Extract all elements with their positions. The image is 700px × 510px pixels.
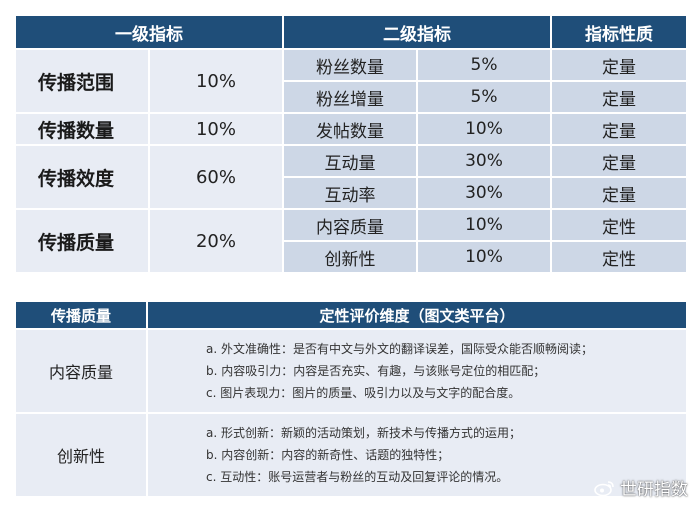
secondary-indicator-name: 互动量 <box>282 144 418 178</box>
secondary-indicator-weight: 30% <box>416 176 552 210</box>
watermark: 世研指数 <box>594 475 688 500</box>
primary-indicator-weight: 10% <box>148 112 284 146</box>
primary-indicator-weight: 60% <box>148 144 284 210</box>
table-row: 创新性 10% 定性 <box>15 240 688 274</box>
secondary-indicator-name: 粉丝数量 <box>282 48 418 82</box>
table-row: 传播质量 20% 内容质量 10% 定性 <box>14 208 688 274</box>
quality-dimension-name: 创新性 <box>14 412 148 498</box>
table-row: 内容质量 a. 外文准确性：是否有中文与外文的翻译误差，国际受众能否顺畅阅读； … <box>14 328 688 414</box>
qualitative-table: 传播质量 定性评价维度（图文类平台） 内容质量 a. 外文准确性：是否有中文与外… <box>14 300 688 498</box>
secondary-indicator-weight: 10% <box>416 112 552 146</box>
secondary-indicator-weight: 5% <box>416 80 552 114</box>
table-row: 传播效度 60% 互动量 30% 定量 <box>14 144 688 210</box>
indicator-nature: 定量 <box>550 48 688 82</box>
criteria-item: b. 内容创新：内容的新奇性、话题的独特性； <box>206 448 450 462</box>
indicator-nature: 定量 <box>550 144 688 178</box>
criteria-item: a. 外文准确性：是否有中文与外文的翻译误差，国际受众能否顺畅阅读； <box>206 342 593 356</box>
indicator-nature: 定量 <box>550 176 688 210</box>
table-row: 传播数量 10% 发帖数量 10% 定量 <box>14 112 688 146</box>
primary-indicator-name: 传播范围 <box>14 48 150 114</box>
criteria-item: b. 内容吸引力：内容是否充实、有趣，与该账号定位的相匹配； <box>206 364 546 378</box>
indicator-nature: 定性 <box>550 240 688 274</box>
header-secondary-indicator: 二级指标 <box>282 14 552 50</box>
indicator-nature: 定性 <box>550 208 688 242</box>
secondary-indicator-name: 互动率 <box>282 176 418 210</box>
table-row: 传播范围 10% 粉丝数量 5% 定量 <box>14 48 688 114</box>
primary-indicator-name: 传播数量 <box>14 112 150 146</box>
criteria-item: c. 互动性：账号运营者与粉丝的互动及回复评论的情况。 <box>206 470 509 484</box>
dimension-criteria: a. 形式创新：新颖的活动策划，新技术与传播方式的运用； b. 内容创新：内容的… <box>146 412 688 498</box>
criteria-item: c. 图片表现力：图片的质量、吸引力以及与文字的配合度。 <box>206 386 521 400</box>
secondary-indicator-name: 发帖数量 <box>282 112 418 146</box>
table-row: 创新性 a. 形式创新：新颖的活动策划，新技术与传播方式的运用； b. 内容创新… <box>14 412 688 498</box>
primary-indicator-weight: 20% <box>148 208 284 274</box>
primary-indicator-name: 传播效度 <box>14 144 150 210</box>
criteria-item: a. 形式创新：新颖的活动策划，新技术与传播方式的运用； <box>206 426 521 440</box>
indicator-table: 一级指标 二级指标 指标性质 传播范围 10% 粉丝数量 5% 定量 粉丝增量 … <box>14 14 688 274</box>
header-communication-quality: 传播质量 <box>14 300 148 330</box>
primary-indicator-weight: 10% <box>148 48 284 114</box>
secondary-indicator-name: 内容质量 <box>282 208 418 242</box>
secondary-indicator-weight: 30% <box>416 144 552 178</box>
quality-dimension-name: 内容质量 <box>14 328 148 414</box>
table-row: 互动率 30% 定量 <box>15 176 688 210</box>
secondary-indicator-weight: 10% <box>416 240 552 274</box>
secondary-indicator-name: 创新性 <box>282 240 418 274</box>
weibo-icon <box>594 480 614 496</box>
watermark-text: 世研指数 <box>620 480 688 500</box>
dimension-criteria: a. 外文准确性：是否有中文与外文的翻译误差，国际受众能否顺畅阅读； b. 内容… <box>146 328 688 414</box>
header-indicator-nature: 指标性质 <box>550 14 688 50</box>
indicator-table-header: 一级指标 二级指标 指标性质 <box>14 14 688 50</box>
indicator-nature: 定量 <box>550 112 688 146</box>
indicator-nature: 定量 <box>550 80 688 114</box>
secondary-indicator-name: 粉丝增量 <box>282 80 418 114</box>
secondary-indicator-weight: 10% <box>416 208 552 242</box>
header-primary-indicator: 一级指标 <box>14 14 284 50</box>
primary-indicator-name: 传播质量 <box>14 208 150 274</box>
secondary-indicator-weight: 5% <box>416 48 552 82</box>
table-row: 粉丝增量 5% 定量 <box>15 80 688 114</box>
qualitative-table-header: 传播质量 定性评价维度（图文类平台） <box>14 300 688 330</box>
header-qualitative-dimensions: 定性评价维度（图文类平台） <box>146 300 688 330</box>
